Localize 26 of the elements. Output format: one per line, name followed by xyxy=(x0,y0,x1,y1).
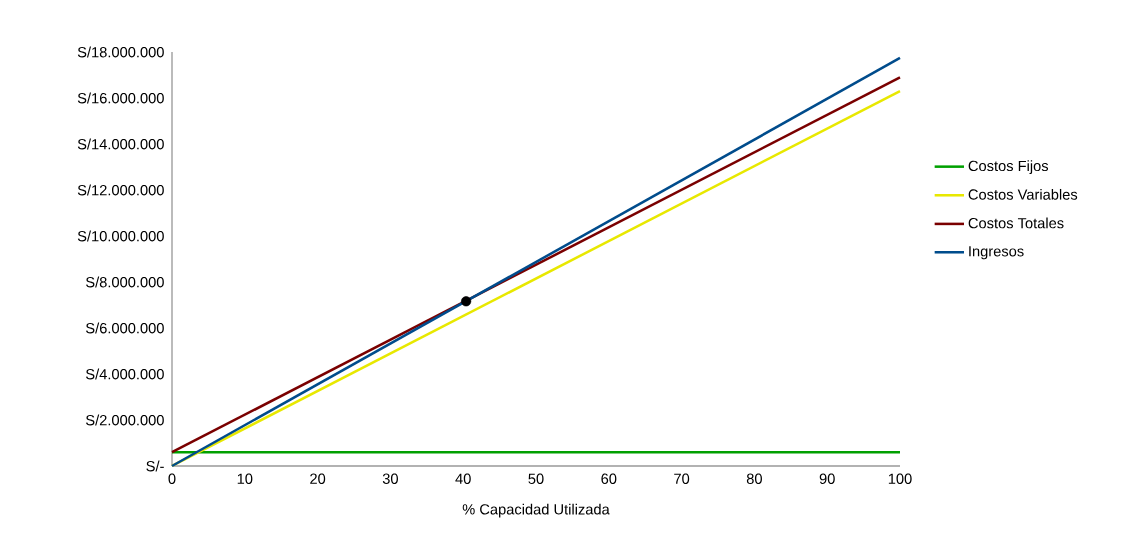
y-tick-label: S/2.000.000 xyxy=(86,414,164,426)
x-tick-label: 50 xyxy=(528,473,544,484)
x-tick-label: 0 xyxy=(168,473,176,484)
y-tick-label: S/4.000.000 xyxy=(86,368,164,380)
x-tick-label: 80 xyxy=(746,473,762,484)
legend-label: Costos Variables xyxy=(968,188,1078,200)
y-tick-label: S/14.000.000 xyxy=(77,138,164,150)
x-tick-label: 90 xyxy=(819,473,835,484)
x-tick-label: 100 xyxy=(888,473,912,484)
y-tick-label: S/10.000.000 xyxy=(77,230,164,242)
legend-label: Ingresos xyxy=(969,246,1024,260)
legend-label: Costos Fijos xyxy=(968,160,1049,174)
y-tick-label: S/12.000.000 xyxy=(77,184,164,196)
x-tick-label: 60 xyxy=(601,473,617,484)
legend-label: Costos Totales xyxy=(968,217,1064,229)
y-tick-label: S/6.000.000 xyxy=(86,322,164,334)
x-tick-label: 20 xyxy=(310,473,326,484)
x-tick-label: 30 xyxy=(382,473,398,484)
x-tick-label: 40 xyxy=(455,473,471,484)
x-axis-title: % Capacidad Utilizada xyxy=(462,503,610,518)
x-tick-label: 70 xyxy=(674,473,690,484)
y-tick-label: S/18.000.000 xyxy=(77,46,164,58)
x-tick-label: 10 xyxy=(237,473,253,484)
y-tick-label: S/16.000.000 xyxy=(77,92,164,104)
y-tick-label: S/8.000.000 xyxy=(86,276,164,288)
y-tick-label: S/- xyxy=(146,460,164,472)
